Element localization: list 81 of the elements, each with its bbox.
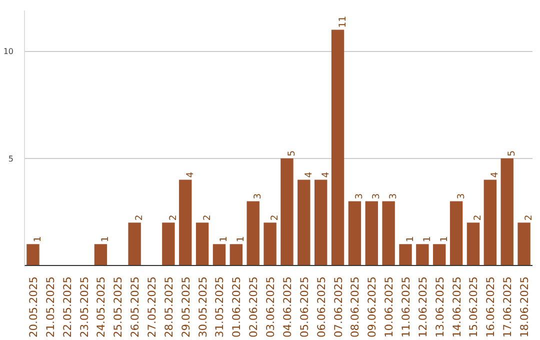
data-label: 1 (422, 236, 433, 242)
x-tick-label: 13.06.2025 (433, 276, 446, 338)
x-tick-label: 22.05.2025 (60, 276, 74, 338)
x-tick-label: 17.06.2025 (501, 276, 514, 338)
data-label: 3 (388, 193, 400, 200)
bar (365, 201, 378, 266)
x-tick-label: 28.05.2025 (162, 276, 176, 338)
data-label: 2 (168, 214, 179, 221)
bar (416, 244, 429, 266)
x-tick-label: 06.06.2025 (314, 276, 328, 338)
bar (212, 244, 226, 266)
x-tick-label: 27.05.2025 (146, 276, 158, 338)
bar (433, 244, 446, 266)
data-label: 1 (100, 236, 112, 242)
bar (128, 222, 141, 266)
data-label: 4 (303, 172, 314, 178)
data-label: 11 (337, 16, 348, 28)
bar (382, 201, 395, 266)
x-tick-label: 30.05.2025 (196, 276, 210, 338)
data-label: 3 (456, 193, 467, 200)
data-label: 2 (202, 214, 213, 221)
bar (518, 222, 530, 266)
data-label: 3 (354, 193, 366, 200)
x-tick-label: 18.06.2025 (518, 276, 532, 338)
x-tick-label: 15.06.2025 (467, 276, 480, 338)
x-tick-label: 12.06.2025 (416, 276, 430, 338)
x-tick-label: 21.05.2025 (44, 276, 57, 338)
bar (264, 222, 276, 266)
data-label: 1 (218, 236, 230, 242)
x-tick-label: 11.06.2025 (400, 276, 412, 338)
data-label: 1 (438, 236, 450, 242)
x-tick-label: 03.06.2025 (264, 276, 278, 338)
x-tick-label: 29.05.2025 (179, 276, 192, 338)
data-label: 4 (184, 172, 196, 178)
data-label: 2 (270, 214, 281, 221)
x-tick-label: 25.05.2025 (112, 276, 125, 338)
data-label: 5 (506, 150, 518, 156)
x-tick-label: 10.06.2025 (382, 276, 396, 338)
data-label: 4 (320, 172, 332, 178)
bar (298, 180, 310, 266)
bar (196, 222, 209, 266)
data-label: 5 (286, 150, 298, 156)
x-tick-label: 26.05.2025 (128, 276, 142, 338)
x-tick-label: 31.05.2025 (213, 276, 226, 338)
x-tick-label: 20.05.2025 (26, 276, 40, 338)
x-tick-label: 04.06.2025 (280, 276, 294, 338)
y-tick-label: 10 (3, 47, 14, 56)
bar (348, 201, 362, 266)
bar (94, 244, 108, 266)
bar (280, 158, 294, 266)
data-label: 1 (32, 236, 44, 242)
bar (314, 180, 328, 266)
x-tick-label: 07.06.2025 (332, 276, 345, 338)
bar (466, 222, 480, 266)
data-label: 3 (252, 193, 264, 200)
x-tick-label: 14.06.2025 (450, 276, 464, 338)
bar (484, 180, 497, 266)
bar (500, 158, 514, 266)
bar (179, 180, 192, 266)
bar (399, 244, 412, 266)
x-tick-label: 02.06.2025 (247, 276, 260, 338)
x-tick-label: 01.06.2025 (230, 276, 244, 338)
x-tick-label: 08.06.2025 (348, 276, 362, 338)
data-label: 2 (524, 214, 535, 221)
data-label: 2 (134, 214, 146, 221)
bar (162, 222, 175, 266)
x-tick-label: 16.06.2025 (484, 276, 498, 338)
data-label: 4 (490, 172, 501, 178)
data-label: 1 (236, 236, 247, 242)
x-tick-label: 05.06.2025 (298, 276, 311, 338)
bar (331, 30, 344, 266)
data-label: 2 (472, 214, 484, 221)
bar (246, 201, 260, 266)
x-tick-label: 09.06.2025 (366, 276, 379, 338)
bar (230, 244, 243, 266)
x-tick-label: 24.05.2025 (94, 276, 108, 338)
x-tick-label: 23.05.2025 (78, 276, 91, 338)
data-label: 3 (371, 193, 382, 200)
data-label: 1 (405, 236, 416, 242)
bar (26, 244, 40, 266)
bar (450, 201, 463, 266)
